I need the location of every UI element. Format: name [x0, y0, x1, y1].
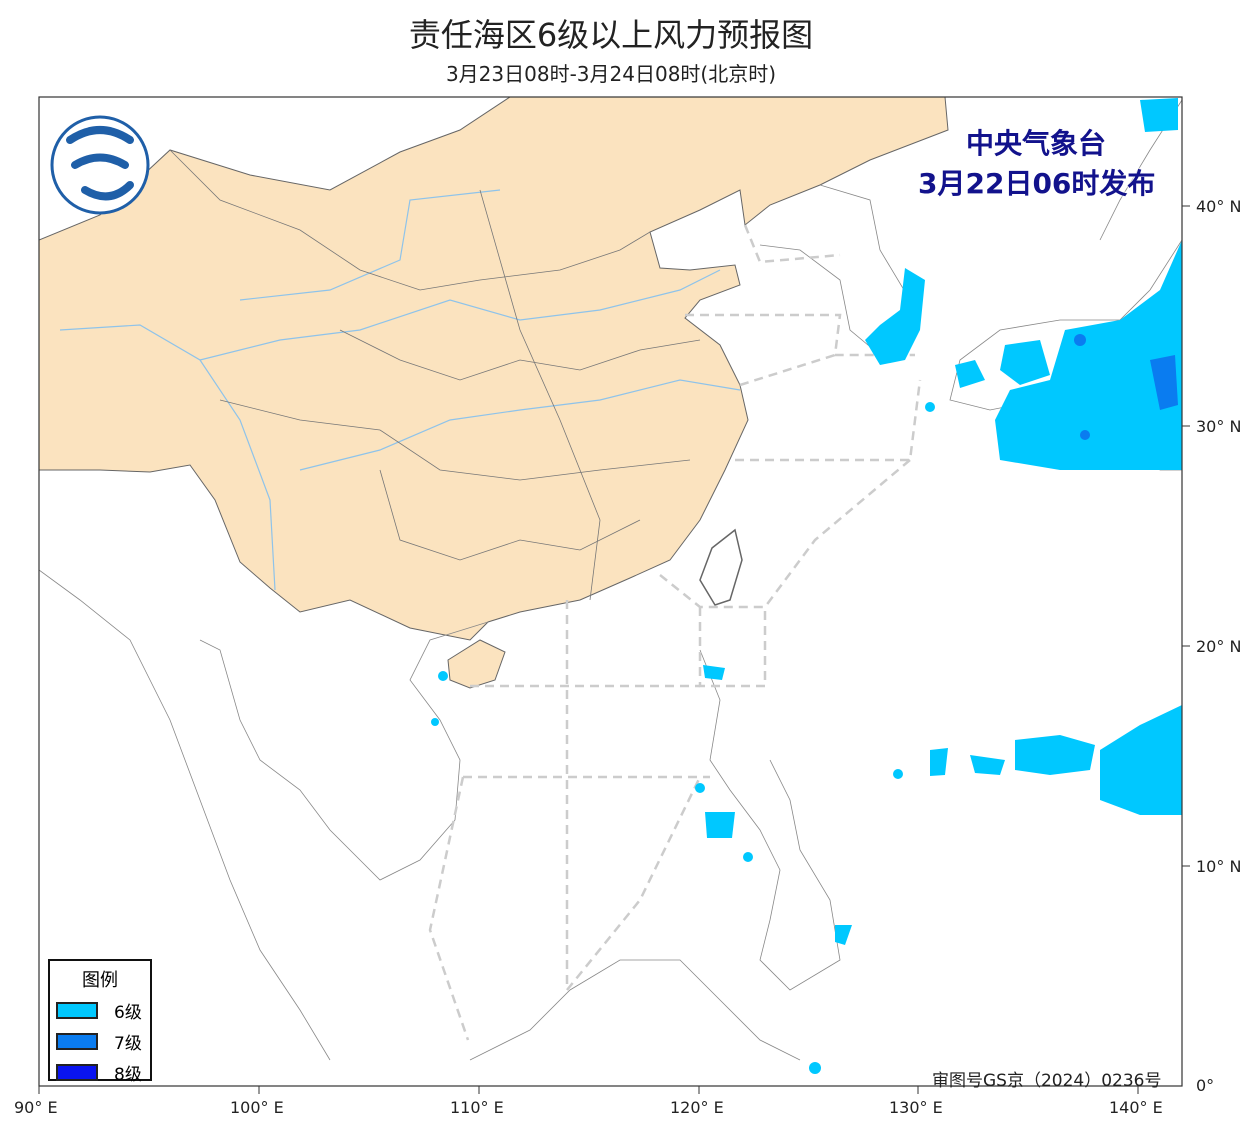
publisher-name: 中央气象台 — [966, 127, 1107, 160]
axis-ticks — [38, 205, 1190, 1094]
lat-label: 0° — [1196, 1076, 1215, 1095]
rivers — [59, 189, 741, 591]
lat-label: 40° N — [1196, 197, 1242, 216]
legend-title: 图例 — [82, 970, 118, 991]
legend-item: 8级 — [56, 1060, 150, 1085]
map-approval-number: 审图号GS京（2024）0236号 — [932, 1071, 1162, 1091]
lat-label: 20° N — [1196, 637, 1242, 656]
lon-label: 140° E — [1109, 1098, 1163, 1117]
lon-label: 100° E — [230, 1098, 284, 1117]
lon-label: 110° E — [450, 1098, 504, 1117]
legend-swatch — [56, 1064, 98, 1081]
wind-level-7-areas — [1074, 334, 1178, 440]
lon-label: 130° E — [889, 1098, 943, 1117]
legend: 图例 6级 7级 8级 — [48, 959, 152, 1085]
taiwan — [699, 528, 743, 606]
cma-logo — [50, 115, 150, 215]
wind-level-6-areas — [431, 98, 1182, 1074]
legend-swatch — [56, 1002, 98, 1019]
page-subtitle: 3月23日08时-3月24日08时(北京时) — [445, 62, 777, 86]
province-borders — [169, 149, 701, 601]
lon-label: 90° E — [14, 1098, 58, 1117]
lat-label: 30° N — [1196, 417, 1242, 436]
map-frame — [38, 96, 1183, 1087]
lat-label: 10° N — [1196, 857, 1242, 876]
legend-swatch — [56, 1033, 98, 1050]
hainan — [447, 639, 506, 689]
sea-zone-boundaries — [428, 224, 922, 1041]
legend-item: 6级 — [56, 998, 150, 1023]
lon-label: 120° E — [670, 1098, 724, 1117]
page-title: 责任海区6级以上风力预报图 — [408, 16, 814, 54]
legend-item: 7级 — [56, 1029, 150, 1054]
issue-time: 3月22日06时发布 — [918, 167, 1156, 200]
